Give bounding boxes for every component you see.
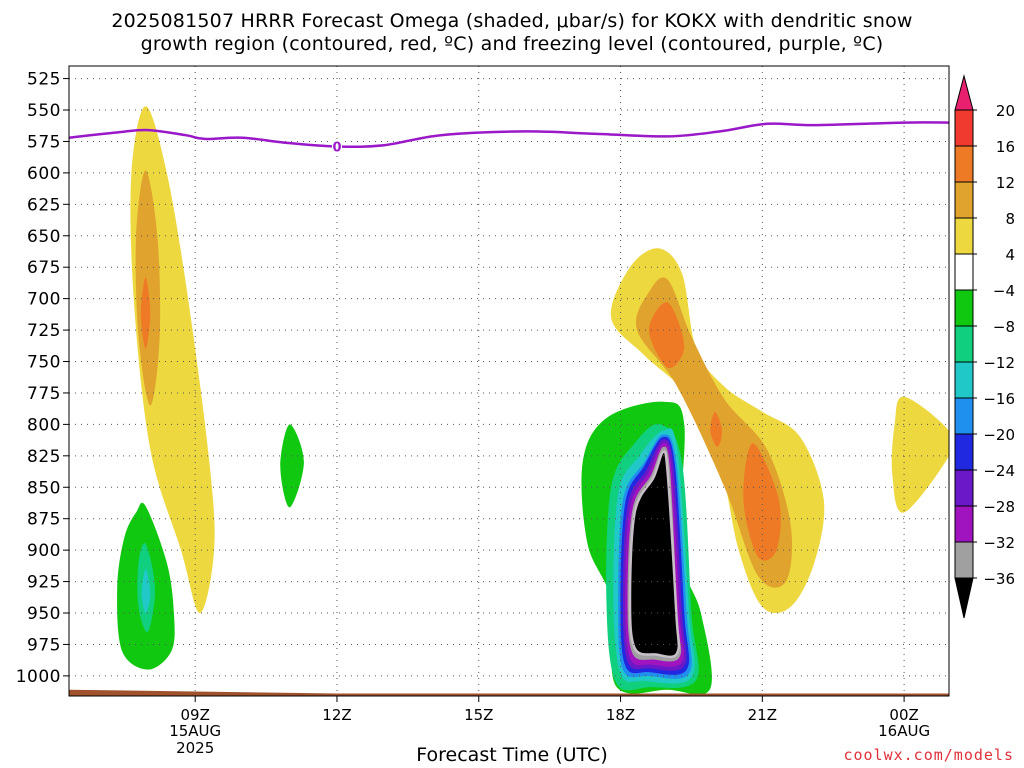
colorbar-segment (954, 253, 974, 291)
x-tick-label: 12Z (322, 706, 351, 724)
colorbar-segment (954, 145, 974, 183)
freezing-level-contour: 0 (68, 121, 950, 155)
colorbar-segment (954, 289, 974, 327)
colorbar-segment (954, 433, 974, 471)
y-tick-label: 600 (27, 164, 61, 184)
y-tick-label: 825 (27, 447, 61, 467)
omega-region-descent-19z-core (628, 450, 681, 659)
y-tick-label: 900 (27, 541, 61, 561)
y-tick-label: 850 (27, 478, 61, 498)
y-tick-label: 875 (27, 510, 61, 530)
x-tick-label: 15Z (464, 706, 493, 724)
chart-title-line2: growth region (contoured, red, ºC) and f… (140, 33, 884, 55)
colorbar-label: −36 (983, 570, 1015, 588)
y-tick-label: 750 (27, 353, 61, 373)
omega-region-descent-08z-12-16 (141, 569, 151, 613)
colorbar-label: −4 (993, 282, 1015, 300)
colorbar-label: −20 (983, 426, 1015, 444)
colorbar-segment (954, 469, 974, 507)
colorbar-segment (954, 541, 974, 579)
colorbar-label: −32 (983, 534, 1015, 552)
y-tick-label: 700 (27, 290, 61, 310)
x-tick-year: 2025 (176, 739, 214, 757)
colorbar-label: 16 (996, 138, 1015, 156)
ground-surface (69, 689, 949, 696)
y-tick-label: 775 (27, 384, 61, 404)
omega-region-ascent-00z-4-8 (891, 396, 949, 513)
colorbar-label: 4 (1005, 246, 1015, 264)
colorbar-label: −28 (983, 498, 1015, 516)
colorbar-segment (954, 109, 974, 147)
colorbar-segment (954, 361, 974, 399)
colorbar-label: 20 (996, 102, 1015, 120)
freezing-level-label-bg (331, 139, 342, 154)
plot-frame (68, 65, 950, 697)
colorbar-label: −12 (983, 354, 1015, 372)
x-tick-label: 09Z (180, 706, 209, 724)
colorbar-bottom-arrow (954, 577, 974, 619)
colorbar-label: −8 (993, 318, 1015, 336)
y-tick-label: 800 (27, 415, 61, 435)
colorbar-legend: 20 16 12 8 4 −4 −8 −12 −16 −20 −24 −28 −32 −36 (954, 74, 1015, 619)
colorbar-segment (954, 505, 974, 543)
y-tick-label: 725 (27, 321, 61, 341)
freezing-level-label: 0 (332, 140, 341, 155)
omega-region-ascent-19z-12-16 (648, 302, 685, 369)
ground-fill (69, 689, 949, 696)
colorbar-label: 8 (1005, 210, 1015, 228)
colorbar-label: −16 (983, 390, 1015, 408)
omega-region-ascent-21z-12-16 (743, 443, 781, 561)
y-tick-label: 925 (27, 573, 61, 593)
y-tick-label: 1000 (16, 667, 61, 687)
freezing-level-line (68, 121, 950, 149)
omega-region-ascent-20z-12-16 (710, 411, 723, 447)
x-tick-label: 18Z (606, 706, 635, 724)
source-credit: coolwx.com/models (843, 746, 1014, 764)
omega-shaded-regions (117, 106, 949, 695)
colorbar-segment (954, 397, 974, 435)
colorbar-segment (954, 181, 974, 219)
y-tick-label: 950 (27, 604, 61, 624)
x-tick-date: 15AUG (169, 722, 221, 740)
y-tick-label: 550 (27, 101, 61, 121)
y-tick-label: 625 (27, 195, 61, 215)
x-tick-date: 16AUG (878, 722, 930, 740)
colorbar-top-arrow (954, 74, 974, 111)
colorbar-label: −24 (983, 462, 1015, 480)
chart-title-line1: 2025081507 HRRR Forecast Omega (shaded, … (111, 10, 913, 32)
y-axis: 525 550 575 600 625 650 675 700 725 750 775 800 825 8… (16, 70, 69, 687)
omega-region-ascent-08z-12-16 (140, 277, 151, 349)
x-tick-label: 21Z (748, 706, 777, 724)
x-tick-label: 00Z (889, 706, 918, 724)
y-tick-label: 525 (27, 70, 61, 90)
y-tick-label: 575 (27, 132, 61, 152)
y-tick-label: 650 (27, 227, 61, 247)
colorbar-segment (954, 325, 974, 363)
y-tick-label: 975 (27, 635, 61, 655)
omega-region-descent-11z-4-8 (280, 424, 304, 508)
colorbar-segment (954, 217, 974, 255)
colorbar-label: 12 (996, 174, 1015, 192)
x-axis-title: Forecast Time (UTC) (416, 744, 608, 766)
y-tick-label: 675 (27, 258, 61, 278)
